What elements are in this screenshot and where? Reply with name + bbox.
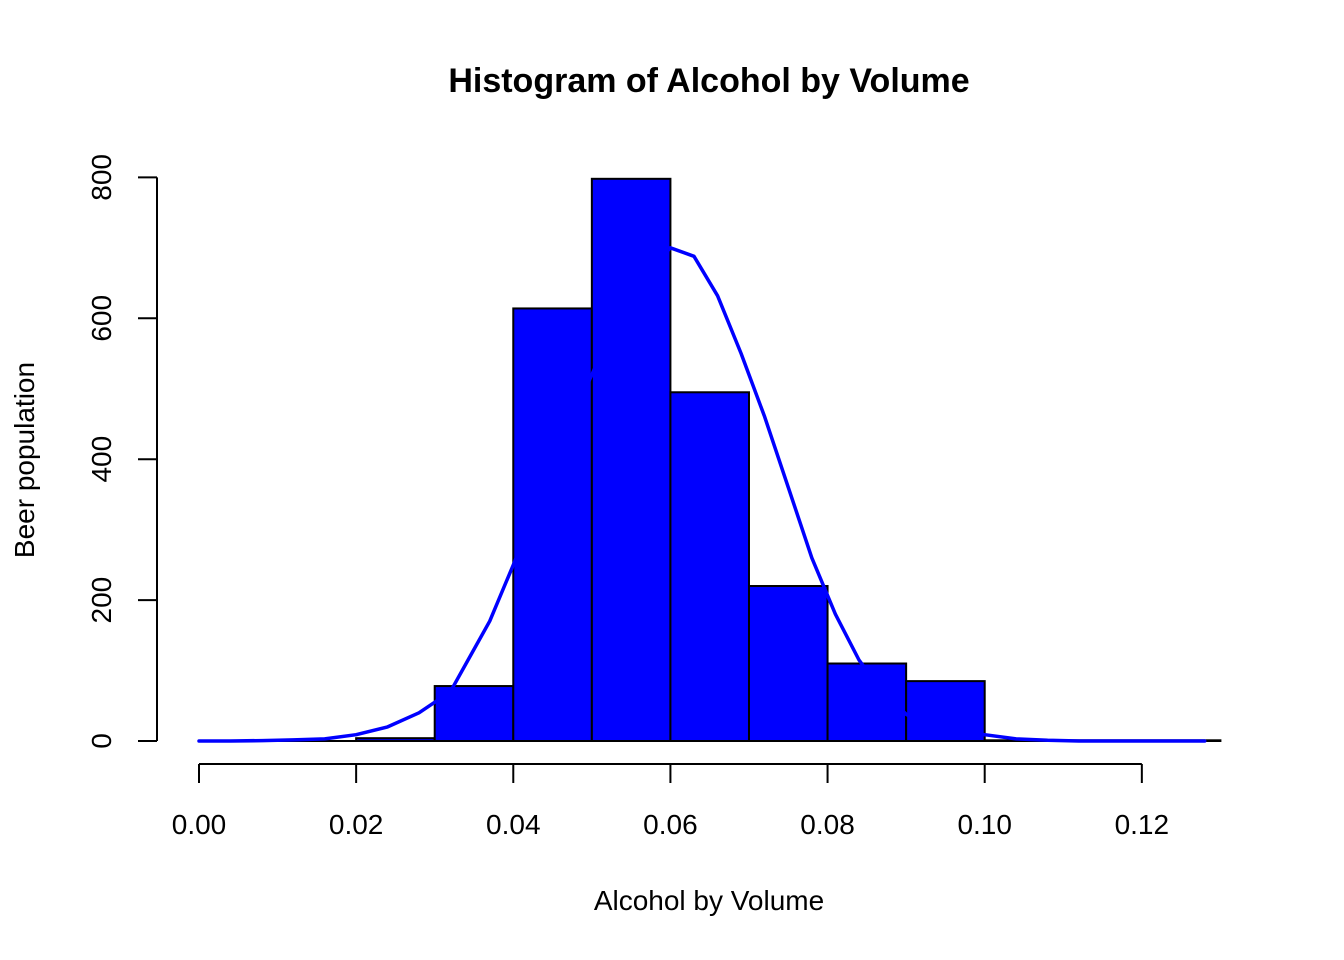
- density-curve-layer: [197, 246, 1207, 743]
- x-tick-label-0: 0.00: [172, 809, 227, 840]
- bars-layer: [198, 177, 1222, 743]
- y-tick-label-0: 0: [86, 733, 117, 749]
- y-tick-label-3: 600: [86, 295, 117, 342]
- y-tick-label-2: 400: [86, 436, 117, 483]
- y-axis-label: Beer population: [9, 362, 40, 558]
- x-axis: 0.00 0.02 0.04 0.06 0.08 0.10 0.12: [172, 763, 1170, 840]
- x-tick-label-5: 0.10: [957, 809, 1012, 840]
- density-curve: [197, 246, 1207, 743]
- x-axis-label: Alcohol by Volume: [594, 885, 824, 916]
- histogram-bar-3: [512, 307, 593, 742]
- y-tick-label-1: 200: [86, 577, 117, 624]
- x-tick-label-3: 0.06: [643, 809, 698, 840]
- y-tick-label-4: 800: [86, 154, 117, 201]
- histogram-bar-5: [669, 391, 750, 742]
- x-tick-label-2: 0.04: [486, 809, 541, 840]
- histogram-bar-1: [355, 737, 436, 743]
- histogram-bar-6: [747, 585, 829, 743]
- y-axis: 0 200 400 600 800: [86, 154, 158, 749]
- x-tick-label-4: 0.08: [800, 809, 855, 840]
- histogram-bar-4: [590, 177, 672, 742]
- x-tick-label-1: 0.02: [329, 809, 384, 840]
- x-tick-label-6: 0.12: [1115, 809, 1170, 840]
- chart-title: Histogram of Alcohol by Volume: [448, 62, 969, 100]
